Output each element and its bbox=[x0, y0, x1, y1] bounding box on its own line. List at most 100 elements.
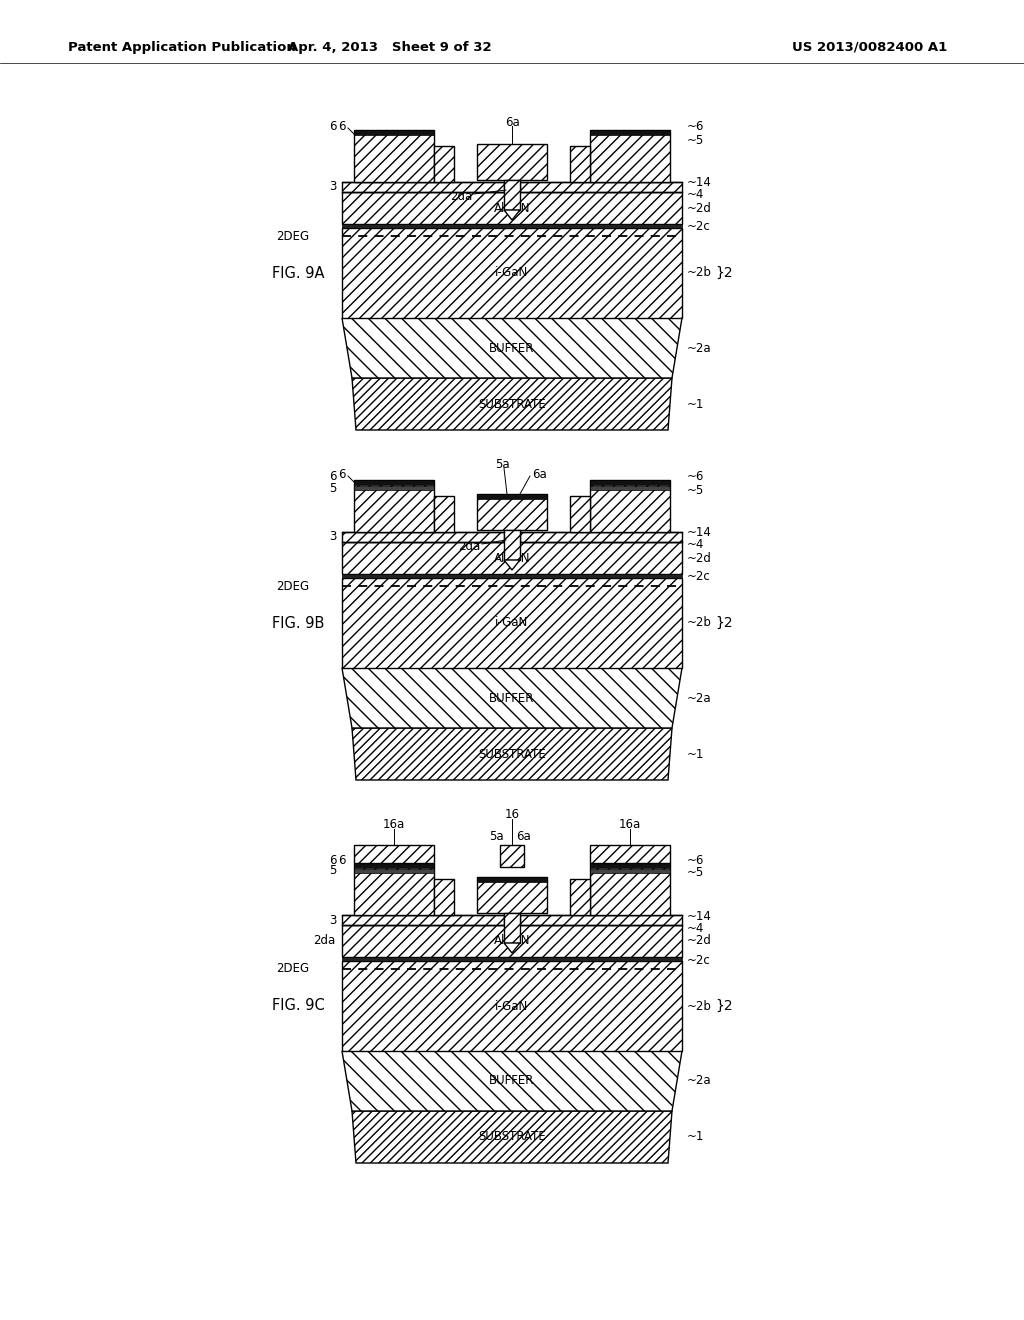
Bar bbox=[342, 915, 504, 925]
Text: 2da: 2da bbox=[458, 540, 480, 553]
Bar bbox=[342, 532, 504, 543]
Bar bbox=[590, 863, 670, 915]
Bar bbox=[570, 147, 590, 182]
Bar bbox=[354, 480, 434, 532]
Text: ~1: ~1 bbox=[687, 397, 705, 411]
Bar bbox=[504, 913, 520, 942]
Bar bbox=[354, 863, 434, 869]
Bar bbox=[434, 879, 454, 915]
Bar bbox=[590, 863, 670, 869]
Text: ~6: ~6 bbox=[687, 470, 705, 483]
Bar bbox=[590, 129, 670, 135]
Text: 6a: 6a bbox=[516, 830, 530, 843]
Text: ~2b: ~2b bbox=[687, 267, 712, 280]
Bar bbox=[570, 496, 590, 532]
Bar bbox=[354, 845, 434, 863]
Text: 6: 6 bbox=[330, 470, 337, 483]
Text: 16a: 16a bbox=[618, 818, 641, 832]
Text: 5a: 5a bbox=[489, 830, 504, 843]
Bar bbox=[354, 480, 434, 484]
Text: 6: 6 bbox=[339, 467, 346, 480]
Polygon shape bbox=[504, 560, 520, 570]
Bar bbox=[504, 532, 520, 560]
Text: 6a: 6a bbox=[532, 467, 547, 480]
Text: ~2a: ~2a bbox=[687, 342, 712, 355]
Bar bbox=[342, 957, 682, 961]
Text: ~2a: ~2a bbox=[687, 1074, 712, 1088]
Text: ~2b: ~2b bbox=[687, 616, 712, 630]
Text: ~2c: ~2c bbox=[687, 953, 711, 966]
Text: ~1: ~1 bbox=[687, 747, 705, 760]
Bar bbox=[590, 129, 670, 182]
Text: ~5: ~5 bbox=[687, 483, 705, 496]
Bar bbox=[342, 961, 682, 1051]
Bar bbox=[520, 532, 682, 543]
Text: BUFFER: BUFFER bbox=[489, 1074, 535, 1088]
Text: ~14: ~14 bbox=[687, 909, 712, 923]
Bar bbox=[590, 486, 670, 490]
Text: 2da: 2da bbox=[312, 935, 335, 948]
Text: Apr. 4, 2013   Sheet 9 of 32: Apr. 4, 2013 Sheet 9 of 32 bbox=[288, 41, 492, 54]
Text: ~14: ~14 bbox=[687, 177, 712, 190]
Text: ~6: ~6 bbox=[687, 854, 705, 866]
Text: ~2d: ~2d bbox=[687, 552, 712, 565]
Bar bbox=[590, 480, 670, 484]
Text: }2: }2 bbox=[715, 267, 732, 280]
Bar bbox=[354, 129, 434, 182]
Text: AlGaN: AlGaN bbox=[494, 202, 530, 214]
Bar bbox=[342, 224, 682, 228]
Bar bbox=[504, 182, 520, 210]
Text: 2da: 2da bbox=[450, 190, 472, 202]
Text: 5a: 5a bbox=[495, 458, 509, 470]
Polygon shape bbox=[352, 729, 672, 780]
Text: ~2b: ~2b bbox=[687, 999, 712, 1012]
Text: Patent Application Publication: Patent Application Publication bbox=[68, 41, 296, 54]
Text: ~2c: ~2c bbox=[687, 570, 711, 583]
Text: ~2d: ~2d bbox=[687, 935, 712, 948]
Bar bbox=[504, 531, 520, 560]
Polygon shape bbox=[504, 942, 520, 953]
Text: SUBSTRATE: SUBSTRATE bbox=[478, 747, 546, 760]
Bar bbox=[590, 845, 670, 863]
Text: US 2013/0082400 A1: US 2013/0082400 A1 bbox=[793, 41, 947, 54]
Text: 5: 5 bbox=[330, 865, 337, 878]
Bar bbox=[477, 494, 547, 499]
Text: ~14: ~14 bbox=[687, 527, 712, 540]
Text: 16: 16 bbox=[505, 808, 519, 821]
Text: i-GaN: i-GaN bbox=[496, 267, 528, 280]
Bar bbox=[434, 147, 454, 182]
Bar bbox=[354, 486, 434, 490]
Bar bbox=[520, 915, 682, 925]
Text: ~6: ~6 bbox=[687, 120, 705, 133]
Bar bbox=[354, 863, 434, 915]
Polygon shape bbox=[352, 1111, 672, 1163]
Polygon shape bbox=[504, 210, 520, 220]
Text: 3: 3 bbox=[330, 913, 337, 927]
Text: ~4: ~4 bbox=[687, 189, 705, 202]
Text: SUBSTRATE: SUBSTRATE bbox=[478, 1130, 546, 1143]
Text: 16a: 16a bbox=[383, 818, 406, 832]
Polygon shape bbox=[342, 318, 682, 378]
Text: BUFFER: BUFFER bbox=[489, 692, 535, 705]
Text: 6: 6 bbox=[330, 854, 337, 866]
Text: ~1: ~1 bbox=[687, 1130, 705, 1143]
Bar bbox=[590, 869, 670, 873]
Bar bbox=[504, 180, 520, 210]
Text: ~2a: ~2a bbox=[687, 692, 712, 705]
Bar bbox=[477, 876, 547, 913]
Bar bbox=[342, 578, 682, 668]
Bar bbox=[342, 543, 682, 574]
Text: }2: }2 bbox=[715, 999, 732, 1012]
Text: AlGaN: AlGaN bbox=[494, 552, 530, 565]
Text: FIG. 9B: FIG. 9B bbox=[272, 615, 325, 631]
Bar bbox=[477, 876, 547, 882]
Bar bbox=[590, 480, 670, 532]
Text: 5: 5 bbox=[330, 482, 337, 495]
Text: 6: 6 bbox=[330, 120, 337, 133]
Bar bbox=[342, 182, 504, 191]
Text: ~4: ~4 bbox=[687, 539, 705, 552]
Text: 6: 6 bbox=[339, 120, 346, 133]
Text: BUFFER: BUFFER bbox=[489, 342, 535, 355]
Bar bbox=[342, 191, 682, 224]
Bar bbox=[504, 915, 520, 942]
